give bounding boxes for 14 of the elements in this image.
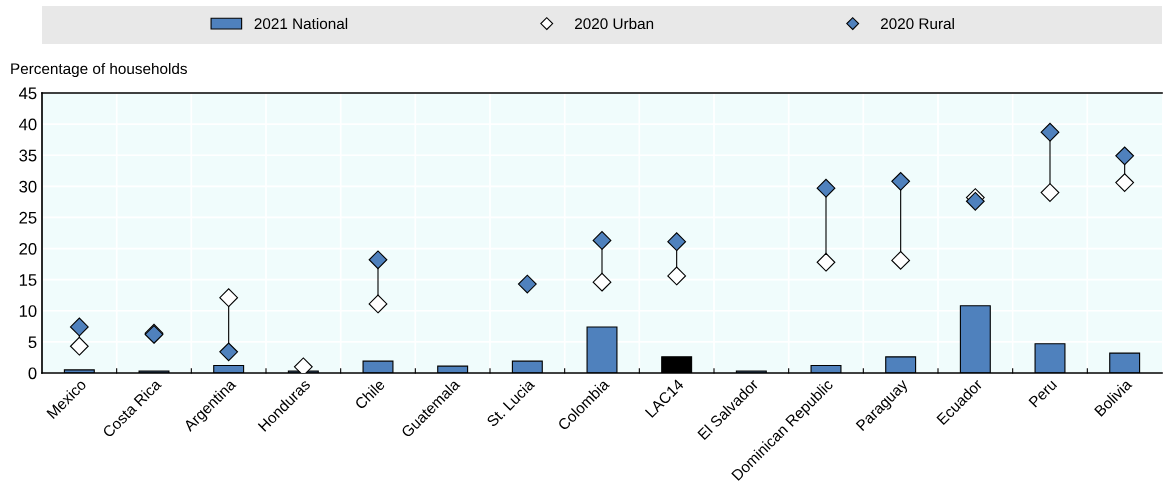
- y-tick-label: 10: [19, 305, 37, 317]
- y-tick-label: 25: [19, 211, 37, 224]
- legend-label: 2021 National: [254, 17, 348, 30]
- legend-label: 2020 Urban: [575, 17, 654, 30]
- y-tick-label: 0: [28, 367, 37, 380]
- y-tick-label: 15: [19, 274, 37, 286]
- y-tick-label: 5: [28, 336, 37, 349]
- y-tick-label: 20: [19, 242, 37, 255]
- y-tick-label: 30: [19, 180, 37, 193]
- legend-label: 2020 Rural: [880, 17, 954, 30]
- y-tick-label: 40: [18, 118, 37, 131]
- y-tick-label: 45: [18, 87, 37, 100]
- y-axis-title: Percentage of households: [11, 62, 187, 78]
- y-tick-label: 35: [19, 149, 37, 162]
